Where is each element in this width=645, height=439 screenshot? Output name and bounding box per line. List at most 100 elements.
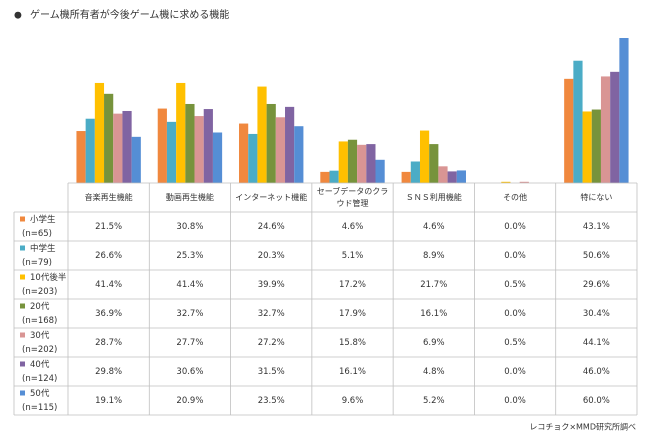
table-value: 26.6% (95, 251, 122, 261)
table-value: 17.9% (339, 309, 366, 319)
bar (320, 171, 330, 183)
category-cell: インターネット機能 (235, 192, 308, 202)
table-value: 44.1% (583, 338, 610, 348)
bar (438, 166, 448, 183)
table-value: 8.9% (423, 251, 445, 261)
bar (410, 161, 420, 183)
legend-sample: (n=79) (22, 258, 52, 268)
table-value: 29.6% (583, 280, 610, 290)
bar (419, 130, 430, 183)
table-value: 23.5% (258, 396, 285, 406)
table-value: 24.6% (258, 222, 285, 232)
bar (375, 159, 385, 183)
table-value: 27.7% (176, 338, 203, 348)
table-value: 9.6% (342, 396, 364, 406)
table-value: 31.5% (258, 367, 285, 377)
bar (573, 60, 583, 183)
table-value: 39.9% (258, 280, 285, 290)
table-value: 16.1% (420, 309, 447, 319)
bar (619, 38, 629, 183)
bar (194, 116, 204, 183)
table-value: 6.9% (423, 338, 445, 348)
category-cell: 特にない (580, 192, 613, 202)
bar (456, 170, 466, 183)
x-tick-label: 音楽再生機能 (84, 192, 133, 202)
x-tick-label: セーブデータのクラウド管理 (316, 187, 389, 208)
bar (294, 126, 304, 183)
bar (185, 103, 195, 183)
table-value: 5.2% (423, 396, 445, 406)
table-value: 28.7% (95, 338, 122, 348)
bar (338, 141, 348, 183)
table-value: 20.3% (258, 251, 285, 261)
table-value: 0.0% (504, 396, 526, 406)
category-cell: 音楽再生機能 (84, 192, 133, 202)
table-value: 0.5% (504, 338, 526, 348)
table-value: 30.8% (176, 222, 203, 232)
bar (600, 76, 611, 183)
table-value: 27.2% (258, 338, 285, 348)
legend-label: 20代 (30, 301, 50, 312)
table-value: 15.8% (339, 338, 366, 348)
table-value: 50.6% (583, 251, 610, 261)
legend-sample: (n=124) (22, 374, 57, 384)
bar (582, 111, 592, 183)
table-value: 21.5% (95, 222, 122, 232)
legend-swatch (20, 274, 25, 280)
legend-swatch (20, 303, 25, 309)
bar (104, 93, 114, 183)
legend-label: 50代 (30, 388, 50, 399)
bar (347, 139, 358, 183)
table-value: 4.6% (423, 222, 445, 232)
legend-swatch (20, 390, 25, 396)
x-tick-label: 特にない (580, 192, 613, 202)
x-tick-label: インターネット機能 (235, 192, 308, 202)
table-value: 43.1% (583, 222, 610, 232)
bar (564, 78, 574, 183)
table-value: 17.2% (339, 280, 366, 290)
bar (610, 71, 620, 183)
bar (239, 123, 249, 183)
table-value: 41.4% (176, 280, 203, 290)
bar (429, 144, 439, 183)
category-cell: セーブデータのクラウド管理 (316, 187, 389, 208)
legend-swatch (20, 216, 25, 222)
bar (519, 181, 529, 183)
source: レコチョク×MMD研究所調べ (529, 422, 636, 432)
table-value: 30.4% (583, 309, 610, 319)
x-tick-label: その他 (503, 192, 528, 202)
table-value: 0.0% (504, 222, 526, 232)
bar (122, 110, 132, 183)
table-value: 29.8% (95, 367, 122, 377)
category-cell: ＳＮＳ利用機能 (405, 192, 462, 202)
legend-label: 30代 (30, 330, 50, 341)
bar (285, 106, 295, 183)
table-value: 0.0% (504, 309, 526, 319)
legend-swatch (20, 245, 25, 251)
bar (275, 117, 286, 183)
bar (329, 170, 339, 183)
table-value: 19.1% (95, 396, 122, 406)
table-value: 30.6% (176, 367, 203, 377)
table-value: 4.6% (342, 222, 364, 232)
bar (447, 171, 457, 183)
legend-sample: (n=203) (22, 287, 57, 297)
table-value: 21.7% (420, 280, 447, 290)
table-value: 20.9% (176, 396, 203, 406)
bar (401, 171, 411, 183)
table-value: 16.1% (339, 367, 366, 377)
bar (157, 108, 167, 183)
table-value: 4.8% (423, 367, 445, 377)
table-value: 36.9% (95, 309, 122, 319)
bar (85, 118, 95, 183)
legend-swatch (20, 332, 25, 338)
title-marker: ● (14, 11, 22, 21)
bar (166, 121, 177, 183)
table-value: 5.1% (342, 251, 364, 261)
bar (131, 136, 141, 183)
bar (212, 132, 223, 183)
bar (266, 103, 276, 183)
x-tick-label: ＳＮＳ利用機能 (405, 192, 462, 202)
bar (176, 82, 186, 183)
